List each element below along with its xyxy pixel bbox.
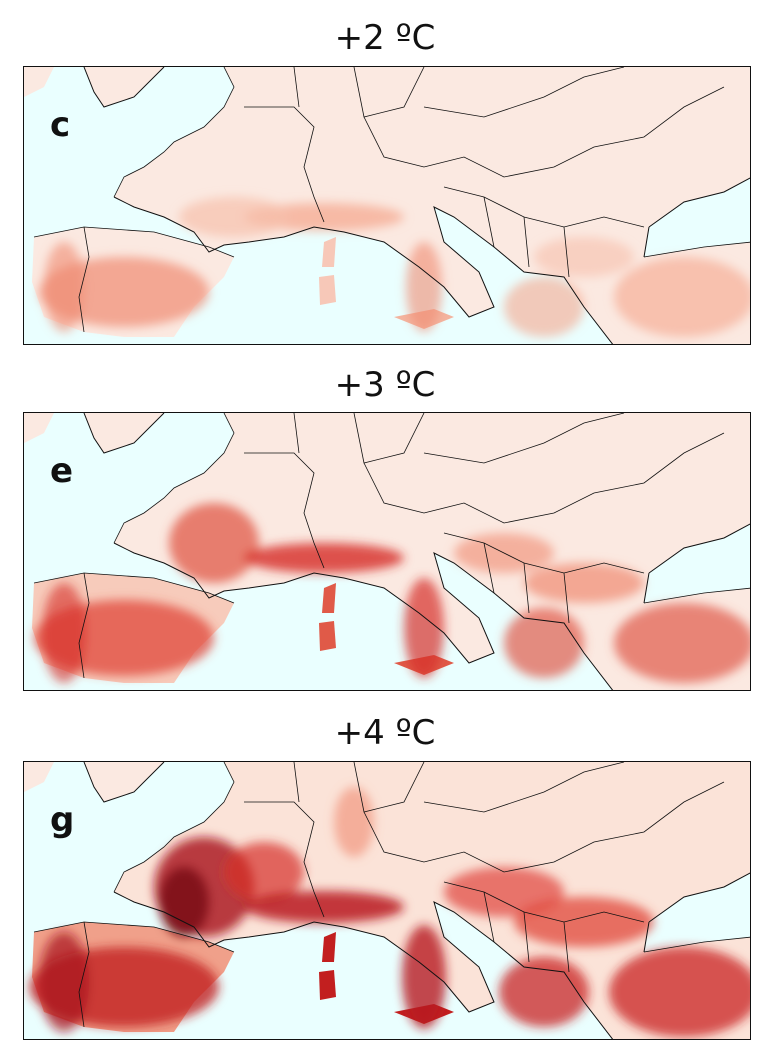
panel-label-3: g: [50, 800, 75, 840]
panel-title-3: +4 ºC: [334, 713, 436, 753]
map-panel-3: g: [23, 761, 751, 1040]
europe-map-3: [24, 762, 750, 1039]
panel-title-1: +2 ºC: [334, 18, 436, 58]
panel-label-2: e: [50, 451, 74, 491]
country-borders: [33, 762, 750, 1028]
panel-label-1: c: [50, 105, 71, 145]
coastline: [83, 413, 750, 690]
map-panel-1: c: [23, 66, 751, 345]
heat-overlay: [39, 197, 750, 337]
europe-map-2: [24, 413, 750, 690]
panel-title-2: +3 ºC: [334, 365, 436, 405]
heat-overlay: [34, 503, 750, 683]
europe-map-1: [24, 67, 750, 344]
map-panel-2: e: [23, 412, 751, 691]
heat-overlay: [29, 787, 750, 1037]
country-borders: [33, 413, 750, 679]
coastline: [83, 67, 750, 344]
country-borders: [33, 67, 750, 333]
coastline: [83, 762, 750, 1039]
